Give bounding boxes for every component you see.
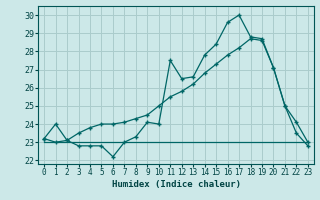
X-axis label: Humidex (Indice chaleur): Humidex (Indice chaleur) xyxy=(111,180,241,189)
